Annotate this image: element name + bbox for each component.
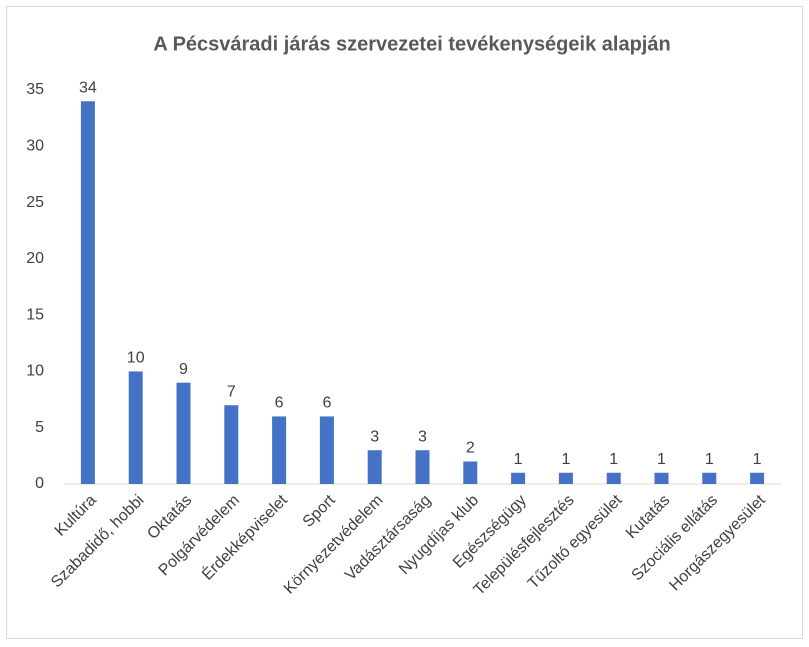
bar: [702, 472, 717, 484]
data-label: 1: [609, 451, 618, 468]
bar: [176, 382, 191, 484]
data-label: 10: [127, 350, 145, 367]
data-label: 34: [79, 79, 97, 96]
bar: [367, 450, 382, 484]
data-label: 3: [418, 428, 427, 445]
data-label: 2: [466, 440, 475, 457]
bar: [463, 461, 478, 484]
bar: [128, 371, 143, 484]
data-label: 9: [179, 361, 188, 378]
data-label: 1: [705, 451, 714, 468]
bar: [654, 472, 669, 484]
data-label: 6: [322, 395, 331, 412]
y-tick-label: 20: [26, 250, 44, 267]
data-label: 1: [514, 451, 523, 468]
y-tick-label: 35: [26, 81, 44, 98]
y-tick-label: 30: [26, 138, 44, 155]
bar: [415, 450, 430, 484]
bar: [750, 472, 765, 484]
data-label: 6: [275, 395, 284, 412]
y-tick-label: 15: [26, 306, 44, 323]
bar: [80, 101, 95, 484]
data-label: 1: [657, 451, 666, 468]
data-label: 1: [561, 451, 570, 468]
y-tick-label: 0: [35, 475, 44, 492]
bar: [272, 416, 287, 484]
bar: [319, 416, 334, 484]
chart-border: [6, 6, 803, 639]
bar: [606, 472, 621, 484]
chart-title: A Pécsváradi járás szervezetei tevékenys…: [153, 33, 670, 55]
data-label: 3: [370, 428, 379, 445]
data-label: 1: [753, 451, 762, 468]
bar: [511, 472, 526, 484]
y-tick-label: 10: [26, 363, 44, 380]
y-tick-label: 5: [35, 419, 44, 436]
bar: [558, 472, 573, 484]
data-label: 7: [227, 383, 236, 400]
bar: [224, 405, 239, 484]
y-tick-label: 25: [26, 194, 44, 211]
